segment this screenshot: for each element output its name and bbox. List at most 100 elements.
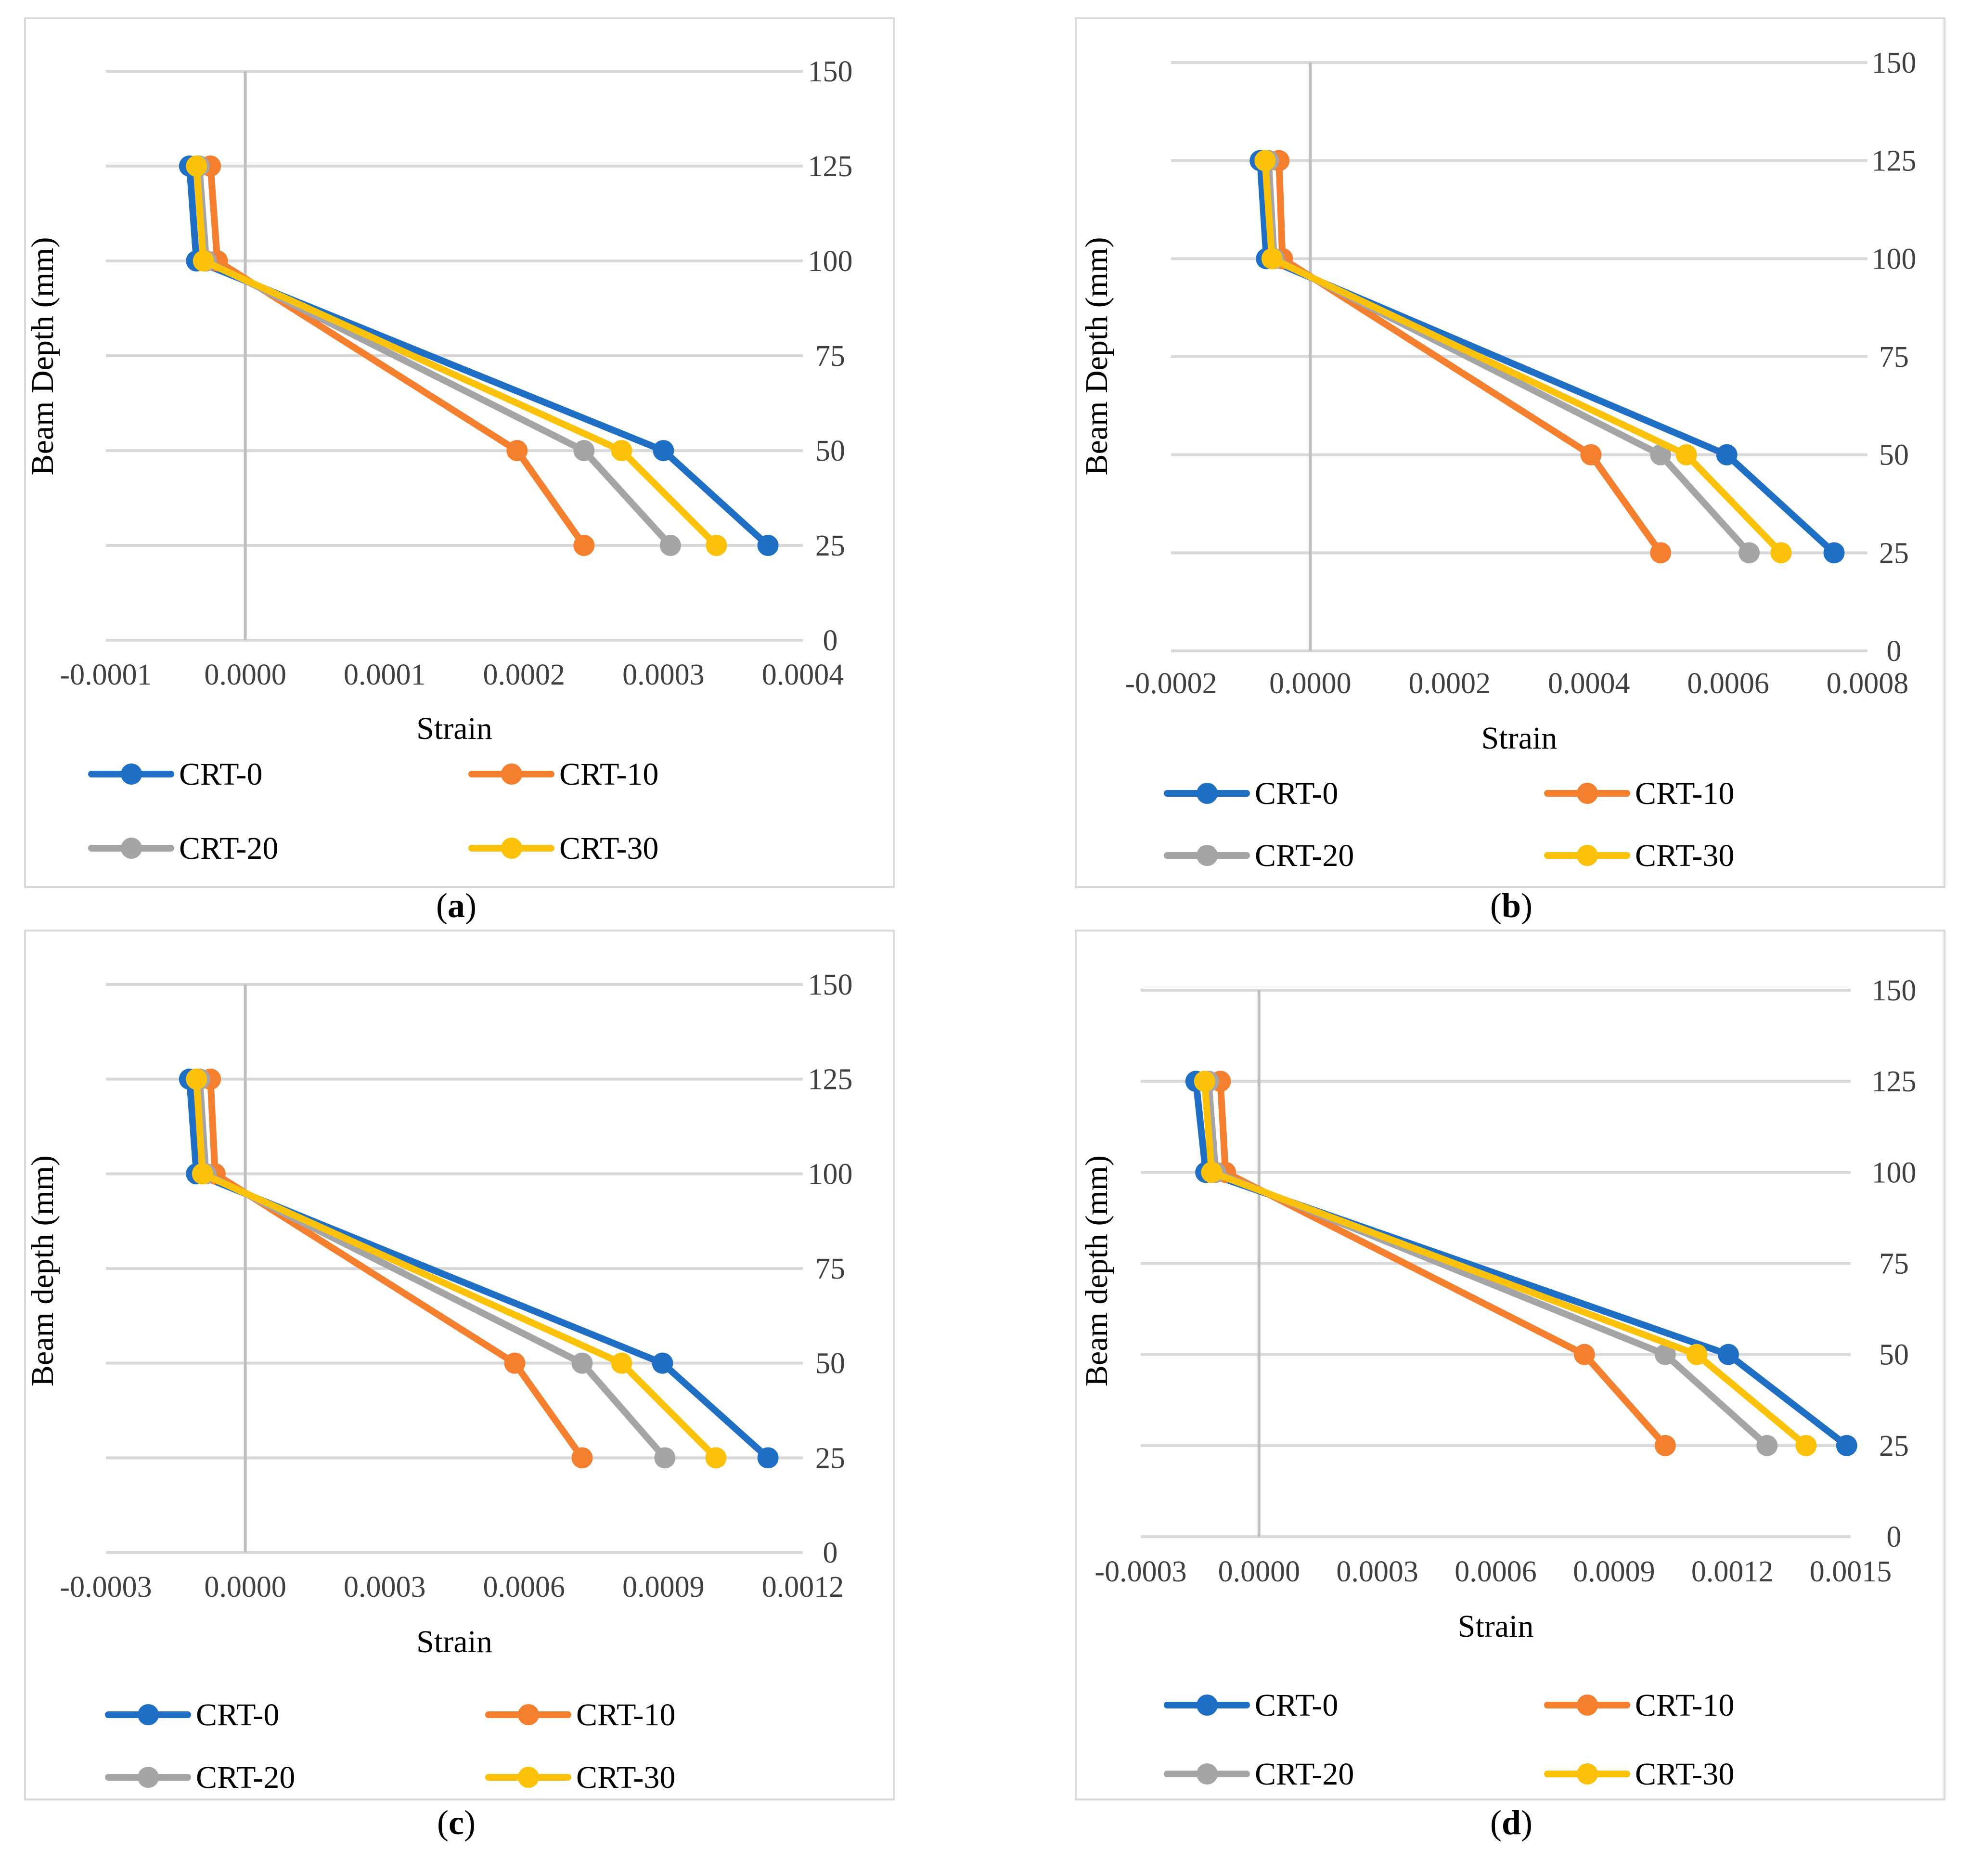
legend-swatch-marker: [1197, 783, 1218, 804]
data-point: [1756, 1435, 1778, 1456]
y-tick-label: 75: [815, 1253, 845, 1285]
series-line: [1201, 1078, 1810, 1449]
data-point: [1716, 444, 1738, 466]
series-line: [1192, 1078, 1850, 1449]
caption-letter: a: [448, 886, 465, 925]
y-tick-label: 125: [1872, 1065, 1917, 1098]
legend-item: CRT-30: [1544, 838, 1734, 873]
x-tick-label: 0.0006: [483, 1571, 566, 1604]
x-tick-label: 0.0012: [762, 1571, 844, 1604]
x-tick-label: -0.0003: [60, 1571, 152, 1604]
data-point: [192, 1163, 213, 1185]
legend-label: CRT-30: [1635, 838, 1734, 873]
x-tick-label: 0.0001: [344, 659, 426, 691]
y-tick-label: 150: [1872, 974, 1917, 1007]
data-point: [1654, 1344, 1676, 1365]
legend-label: CRT-0: [1255, 776, 1338, 811]
legend-item: CRT-10: [485, 1697, 675, 1733]
y-tick-label: 0: [1887, 1521, 1902, 1553]
caption-letter: b: [1502, 886, 1521, 925]
x-tick-label: -0.0001: [60, 659, 152, 691]
data-point: [654, 1447, 676, 1469]
series-line: [207, 163, 588, 549]
series-line: [186, 1075, 772, 1462]
legend-item: CRT-30: [485, 1760, 675, 1795]
y-tick-label: 0: [823, 624, 838, 657]
data-point: [757, 535, 779, 556]
y-tick-label: 100: [808, 245, 853, 278]
legend-swatch-marker: [1197, 845, 1218, 866]
caption-paren-open: (: [437, 1803, 449, 1842]
legend-label: CRT-20: [1255, 838, 1354, 873]
caption-paren-close: ): [464, 1803, 476, 1842]
y-tick-label: 125: [808, 1063, 853, 1096]
data-point: [1738, 542, 1760, 564]
data-point: [186, 1068, 207, 1090]
legend-label: CRT-0: [179, 757, 262, 792]
legend-swatch-marker: [1577, 845, 1598, 866]
legend-label: CRT-10: [559, 757, 658, 792]
chart-panel-c: 0 25 50 75 100 125 150 -0.0003 0.0000 0.0003 0.000…: [24, 930, 895, 1842]
series-crt-30: [1254, 150, 1792, 564]
legend-item: CRT-30: [1544, 1757, 1734, 1792]
series-line: [1262, 157, 1785, 556]
legend-swatch-marker: [121, 838, 142, 859]
data-point: [1770, 542, 1792, 564]
x-axis-title: Strain: [1458, 1609, 1534, 1644]
data-point: [611, 440, 632, 461]
y-tick-label: 25: [1879, 1430, 1909, 1462]
y-axis-title: Beam Depth (mm): [25, 237, 60, 476]
legend-item: CRT-0: [1164, 1688, 1338, 1723]
legend-swatch-marker: [1197, 1763, 1218, 1785]
legend-swatch-marker: [138, 1704, 159, 1725]
legend-item: CRT-20: [1164, 1757, 1354, 1792]
legend-label: CRT-20: [179, 831, 278, 866]
data-point: [1254, 150, 1276, 171]
y-tick-label: 100: [1872, 1156, 1917, 1189]
caption-paren-close: ): [1521, 886, 1532, 925]
panel-caption: (b): [1490, 886, 1532, 925]
panel-frame: [1075, 930, 1945, 1800]
x-tick-label: -0.0003: [1094, 1555, 1186, 1588]
data-point: [193, 250, 214, 272]
legend-item: CRT-10: [1544, 1688, 1734, 1723]
chart-panel-d: 0 25 50 75 100 125 150 -0.0003 0.0000 0.0003 0.000…: [1075, 930, 1945, 1842]
legend-label: CRT-0: [1255, 1688, 1338, 1723]
data-point: [186, 155, 207, 177]
x-tick-label: 0.0002: [1409, 667, 1491, 700]
data-point: [1650, 542, 1672, 564]
caption-letter: d: [1502, 1803, 1521, 1842]
panel-frame: [24, 930, 895, 1800]
legend-swatch-marker: [1577, 1695, 1598, 1716]
x-tick-label: 0.0012: [1691, 1555, 1774, 1588]
y-tick-label: 100: [1872, 243, 1917, 275]
legend-item: CRT-10: [468, 757, 658, 792]
data-point: [1573, 1344, 1595, 1365]
y-axis-title: Beam depth (mm): [1079, 1155, 1114, 1386]
legend-swatch-marker: [1577, 783, 1598, 804]
series-line: [1217, 1078, 1669, 1449]
legend-label: CRT-10: [1635, 776, 1734, 811]
series-line: [193, 163, 720, 549]
legend-label: CRT-20: [196, 1760, 295, 1795]
caption-paren-open: (: [436, 886, 448, 925]
y-tick-label: 50: [1879, 1339, 1909, 1371]
y-tick-label: 0: [1887, 635, 1902, 668]
data-point: [706, 535, 727, 556]
x-tick-label: 0.0003: [344, 1571, 426, 1604]
data-point: [653, 440, 674, 461]
x-tick-label: 0.0000: [204, 1571, 286, 1604]
series-crt-30: [186, 155, 727, 556]
legend-swatch-marker: [518, 1767, 539, 1788]
x-tick-label: -0.0002: [1125, 667, 1217, 700]
legend-swatch-marker: [1197, 1695, 1218, 1716]
y-tick-label: 25: [1879, 537, 1909, 569]
panel-frame: [24, 17, 895, 888]
series-line: [207, 1075, 586, 1462]
x-tick-label: 0.0006: [1455, 1555, 1537, 1588]
y-axis-title: Beam depth (mm): [25, 1155, 60, 1386]
y-tick-label: 50: [815, 435, 845, 467]
data-point: [611, 1352, 632, 1374]
data-point: [1675, 444, 1697, 466]
x-tick-label: 0.0004: [762, 659, 844, 691]
